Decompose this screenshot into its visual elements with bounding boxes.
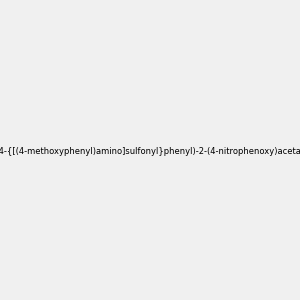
Text: N-(4-{[(4-methoxyphenyl)amino]sulfonyl}phenyl)-2-(4-nitrophenoxy)acetamide: N-(4-{[(4-methoxyphenyl)amino]sulfonyl}p… [0,147,300,156]
